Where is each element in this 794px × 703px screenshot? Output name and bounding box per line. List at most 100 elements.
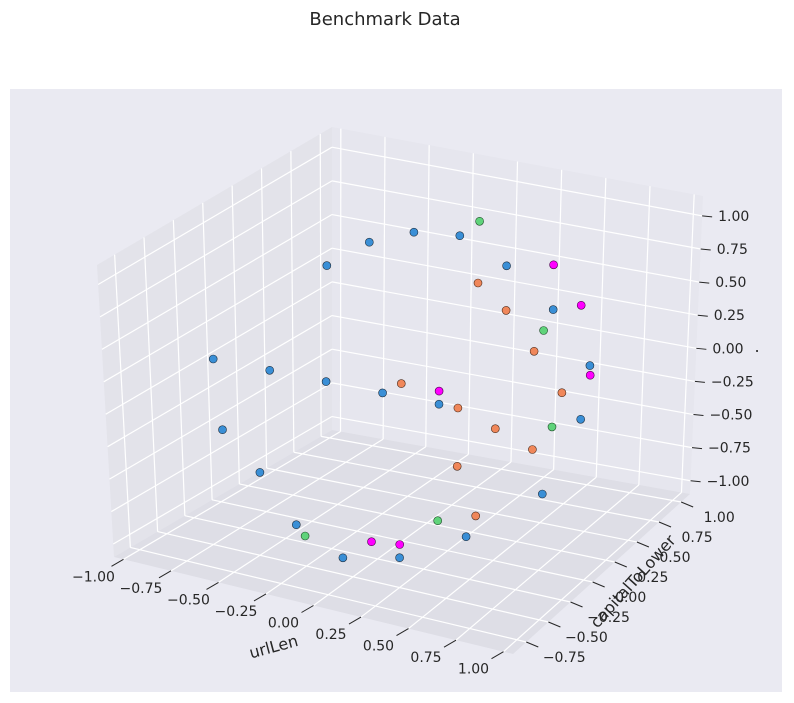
- grid-line-x-back: [595, 177, 607, 478]
- x-tick-label: −0.25: [215, 604, 258, 620]
- grid: [97, 128, 703, 653]
- data-point: [255, 468, 265, 477]
- data-point: [208, 354, 218, 364]
- data-point: [473, 278, 483, 288]
- series-0: [208, 227, 595, 563]
- data-point: [433, 516, 443, 526]
- data-point: [364, 237, 374, 247]
- y-tick-mark: [570, 601, 583, 608]
- series-3: [300, 217, 557, 541]
- y-tick-label: −0.50: [565, 630, 608, 646]
- axis-lines: [111, 215, 713, 660]
- grid-line-y-left: [231, 185, 240, 484]
- data-point: [322, 261, 332, 270]
- z-tick-mark: [691, 447, 703, 450]
- data-point: [452, 461, 462, 471]
- grid-line-z: [331, 348, 694, 416]
- z-tick-mark: [694, 380, 705, 383]
- y-tick-mark: [548, 621, 561, 628]
- data-point: [501, 306, 511, 315]
- x-tick-label: −0.50: [167, 592, 210, 608]
- y-tick-label: −0.25: [587, 610, 630, 626]
- data-point: [367, 537, 376, 547]
- data-point: [576, 414, 586, 424]
- data-point: [585, 370, 595, 380]
- data-point: [502, 261, 511, 271]
- data-point: [434, 399, 444, 409]
- grid-line-x-back: [680, 194, 695, 493]
- y-tick-mark: [526, 641, 539, 648]
- data-point: [576, 300, 586, 310]
- grid-line-x-back: [467, 153, 474, 455]
- y-tick-mark: [614, 561, 627, 568]
- grid-line-z-left: [97, 146, 333, 285]
- data-point: [471, 511, 481, 521]
- y-tick-label: 1.00: [704, 510, 735, 526]
- x-tick-label: 0.75: [410, 650, 441, 666]
- y-tick-label: −0.75: [543, 650, 586, 666]
- x-tick-mark: [396, 628, 409, 637]
- grid-line-y-left: [114, 254, 131, 548]
- grid-line-y-left: [319, 133, 322, 437]
- grid-line-z: [331, 247, 698, 316]
- grid-line-y: [239, 483, 615, 563]
- z-tick-mark: [700, 248, 711, 251]
- data-point: [585, 361, 595, 370]
- z-tick-label: −0.25: [711, 374, 754, 390]
- grid-line-x: [313, 461, 512, 606]
- chart-title: Benchmark Data: [309, 9, 460, 30]
- data-point: [395, 540, 405, 549]
- grid-line-z: [331, 415, 691, 482]
- z-tick-label: 0.50: [715, 275, 746, 291]
- grid-line-x-back: [425, 145, 430, 447]
- grid-line-y: [211, 499, 593, 583]
- grid-line-y-left: [143, 237, 159, 532]
- y-tick-label: 0.75: [681, 530, 712, 546]
- y-tick-mark: [592, 581, 605, 588]
- grid-line-z-left: [99, 180, 333, 318]
- x-tick-mark: [348, 616, 362, 625]
- z-tick-label: 0.25: [714, 308, 745, 324]
- data-point: [549, 260, 558, 270]
- y-tick-mark: [658, 521, 672, 528]
- z-tick-mark: [690, 480, 701, 483]
- x-tick-mark: [206, 581, 219, 590]
- data-point: [455, 231, 465, 240]
- tick-labels: −1.00−0.75−0.50−0.250.000.250.500.751.00…: [72, 209, 754, 678]
- data-point: [548, 305, 558, 314]
- grid-line-y: [266, 467, 638, 543]
- data-point: [338, 553, 348, 563]
- series-2: [367, 260, 595, 549]
- z-tick-label: −0.50: [709, 408, 752, 424]
- z-tick-label: 0.00: [712, 341, 743, 357]
- y-tick-label: 0.50: [659, 550, 690, 566]
- x-tick-mark: [491, 651, 504, 660]
- x-tick-label: −0.75: [120, 581, 163, 597]
- x-tick-mark: [253, 593, 267, 602]
- x-tick-label: −1.00: [72, 569, 115, 585]
- x-tick-label: 0.50: [363, 639, 394, 655]
- grid-line-z-left: [112, 416, 333, 545]
- grid-line-z: [331, 146, 703, 217]
- x-tick-mark: [443, 639, 457, 648]
- z-tick-mark: [693, 414, 704, 417]
- grid-line-y-left: [290, 151, 295, 453]
- data-point: [291, 520, 301, 530]
- data-point: [218, 425, 227, 435]
- z-tick-label: 0.75: [717, 242, 748, 258]
- z-tick-mark: [696, 347, 707, 350]
- data-point: [547, 422, 557, 432]
- grid-line-z: [331, 180, 701, 250]
- grid-line-x: [503, 492, 682, 653]
- grid-line-y: [130, 546, 527, 643]
- grid-line-x: [265, 453, 469, 595]
- z-tick-label: −1.00: [707, 474, 750, 490]
- data-point: [395, 553, 404, 563]
- grid-line-y-left: [260, 168, 268, 469]
- data-point: [300, 531, 310, 541]
- x-tick-label: 1.00: [458, 662, 489, 678]
- x-tick-mark: [301, 605, 314, 613]
- data-point: [490, 424, 500, 434]
